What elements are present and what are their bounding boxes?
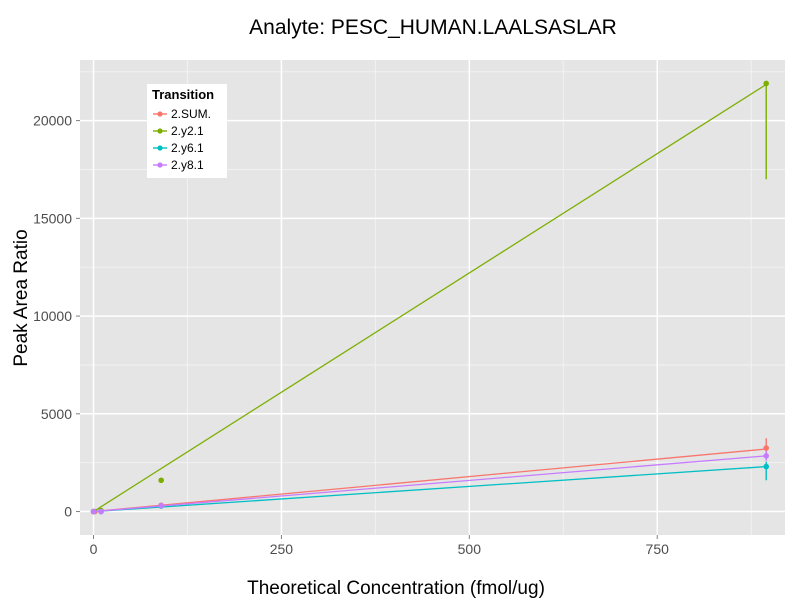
fit-line (93, 83, 767, 513)
grid (80, 60, 785, 535)
data-point (763, 445, 770, 451)
legend: Transition 2.SUM. 2.y2.1 2.y6.1 2.y8.1 (147, 84, 227, 178)
legend-label: 2.SUM. (171, 107, 211, 121)
axes: 0 250 500 750 0 5000 10000 15000 20000 (33, 113, 669, 557)
legend-item: 2.y2.1 (153, 124, 204, 138)
y-tick-label: 15000 (33, 210, 72, 226)
fit-line (93, 465, 767, 513)
data-point (763, 80, 770, 87)
fit-line (93, 448, 767, 513)
data-point (763, 453, 770, 459)
legend-label: 2.y6.1 (171, 141, 204, 155)
legend-item: 2.y8.1 (153, 158, 204, 172)
x-tick-label: 0 (90, 541, 98, 557)
fit-line (93, 455, 767, 513)
legend-key-point (157, 162, 163, 168)
y-tick-label: 0 (64, 504, 72, 520)
data-point (90, 508, 97, 515)
data-point (158, 477, 164, 484)
data-point (158, 502, 164, 509)
x-tick-label: 250 (270, 541, 294, 557)
x-tick-label: 500 (458, 541, 482, 557)
y-tick-label: 5000 (41, 406, 72, 422)
legend-item: 2.y6.1 (153, 141, 204, 155)
legend-key-point (157, 145, 163, 151)
legend-label: 2.y8.1 (171, 158, 204, 172)
series-layer (90, 80, 770, 515)
y-tick-label: 20000 (33, 113, 72, 129)
x-tick-label: 750 (646, 541, 670, 557)
y-tick-label: 10000 (33, 308, 72, 324)
legend-title: Transition (152, 87, 214, 102)
legend-key-point (157, 128, 163, 134)
legend-label: 2.y2.1 (171, 124, 204, 138)
legend-key-point (157, 111, 163, 117)
legend-item: 2.SUM. (153, 107, 211, 121)
x-axis-title: Theoretical Concentration (fmol/ug) (247, 578, 545, 599)
data-point (763, 463, 770, 470)
series-2.y8.1 (90, 450, 770, 515)
data-point (98, 508, 104, 515)
chart-title: Analyte: PESC_HUMAN.LAALSASLAR (249, 16, 617, 39)
y-axis-title: Peak Area Ratio (11, 229, 32, 366)
